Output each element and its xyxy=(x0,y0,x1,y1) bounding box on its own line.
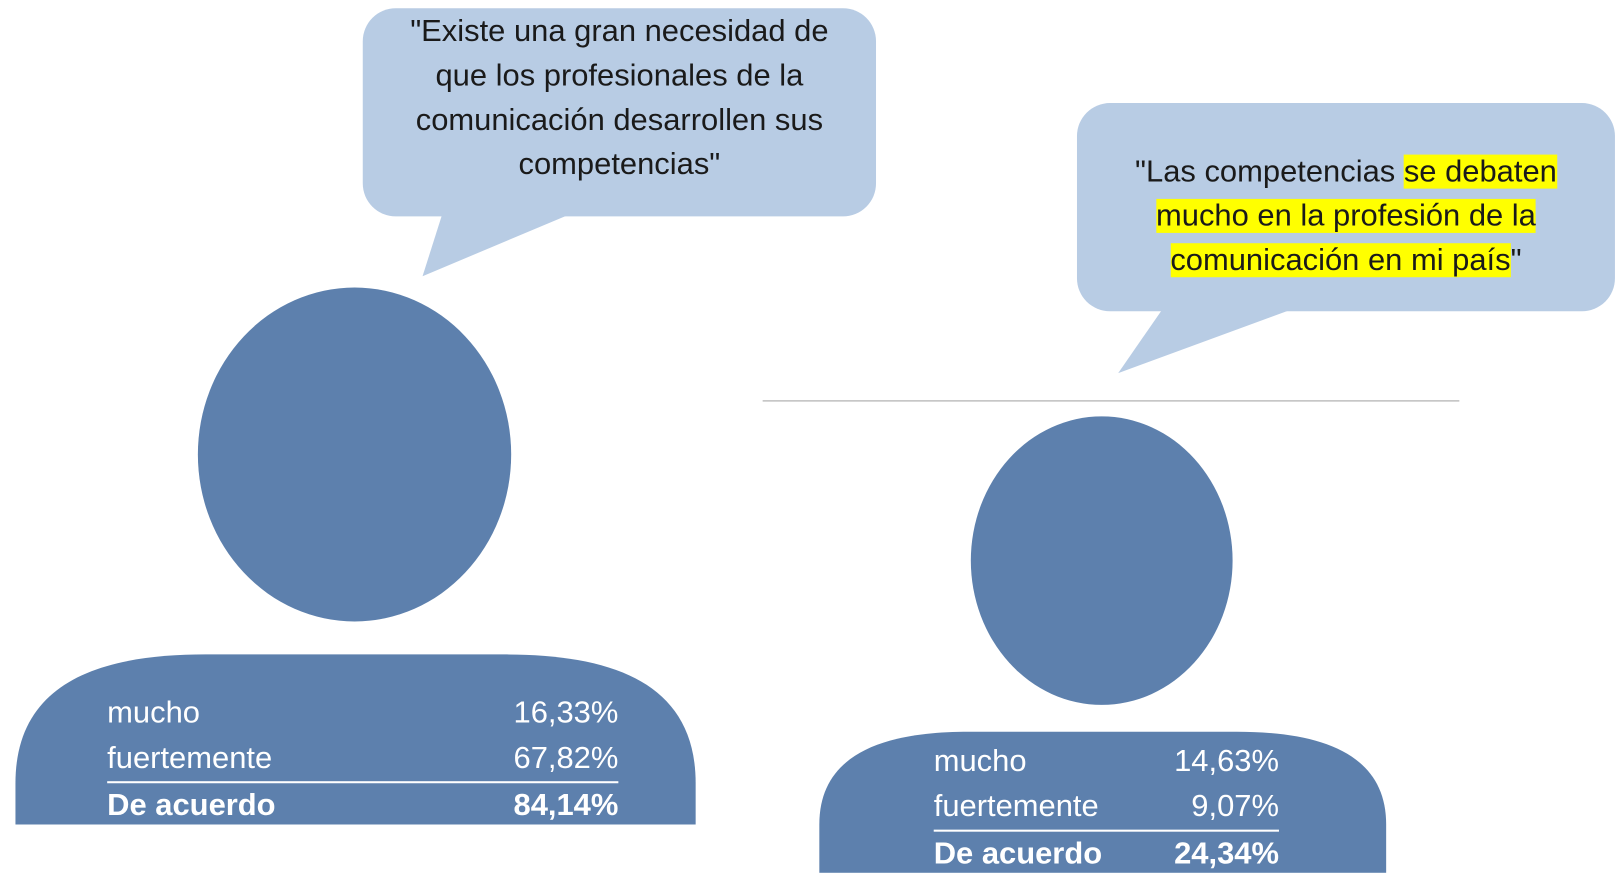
row-value: 24,34% xyxy=(1174,836,1279,871)
stats-row: mucho 16,33% xyxy=(107,691,618,736)
stats-row: mucho 14,63% xyxy=(934,739,1279,784)
quote-text: "Las competencias se debaten mucho en la… xyxy=(1103,149,1589,282)
row-label: fuertemente xyxy=(933,789,1099,824)
person-head xyxy=(970,416,1233,705)
row-value: 84,14% xyxy=(513,788,619,823)
row-value: 9,07% xyxy=(1191,789,1279,824)
stats-row: De acuerdo 84,14% xyxy=(107,783,618,828)
stats-row: fuertemente 9,07% xyxy=(933,784,1279,832)
row-label: fuertemente xyxy=(107,741,273,776)
stats-table: mucho 16,33% fuertemente 67,82% De acuerdo… xyxy=(107,691,618,829)
stats-row: fuertemente 67,82% xyxy=(107,736,619,784)
person-body xyxy=(819,731,1387,873)
quote-part: "Las competencias xyxy=(1135,154,1404,189)
bubble-tail xyxy=(1118,306,1301,374)
row-label: De acuerdo xyxy=(933,836,1103,871)
row-value: 67,82% xyxy=(513,741,619,776)
person-head xyxy=(197,287,512,622)
row-value: 16,33% xyxy=(513,695,619,730)
row-value: 14,63% xyxy=(1174,744,1279,779)
bubble-tail xyxy=(422,211,578,277)
quote-part: " xyxy=(1510,243,1522,278)
row-label: mucho xyxy=(933,744,1027,779)
row-label: mucho xyxy=(107,695,200,730)
stats-row: De acuerdo 24,34% xyxy=(934,832,1279,877)
row-label: De acuerdo xyxy=(107,788,276,823)
quote-text: "Existe una gran necesidad de que los pr… xyxy=(410,14,829,182)
speech-bubble xyxy=(362,8,877,217)
stats-table: mucho 14,63% fuertemente 9,07% De acuerdo 2… xyxy=(933,739,1279,877)
